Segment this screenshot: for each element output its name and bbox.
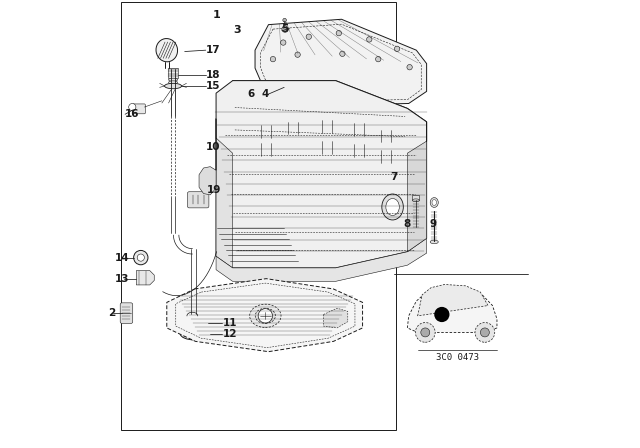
Text: 13: 13 bbox=[115, 274, 129, 284]
Text: 18: 18 bbox=[206, 70, 220, 80]
Ellipse shape bbox=[288, 119, 298, 125]
Ellipse shape bbox=[381, 160, 391, 165]
Bar bbox=[168, 68, 179, 78]
Text: 9: 9 bbox=[429, 219, 436, 228]
Circle shape bbox=[258, 309, 273, 323]
Polygon shape bbox=[216, 81, 427, 159]
Ellipse shape bbox=[386, 198, 399, 215]
Ellipse shape bbox=[322, 117, 332, 123]
Ellipse shape bbox=[189, 321, 202, 326]
Ellipse shape bbox=[381, 127, 391, 133]
Text: 8: 8 bbox=[403, 219, 410, 228]
Ellipse shape bbox=[355, 142, 364, 147]
Circle shape bbox=[283, 18, 287, 22]
Polygon shape bbox=[222, 86, 419, 155]
Ellipse shape bbox=[261, 135, 271, 141]
Ellipse shape bbox=[255, 308, 275, 323]
Circle shape bbox=[394, 46, 400, 52]
Ellipse shape bbox=[180, 327, 211, 340]
Circle shape bbox=[295, 52, 300, 57]
Ellipse shape bbox=[183, 319, 208, 328]
Ellipse shape bbox=[164, 83, 182, 89]
Circle shape bbox=[306, 34, 312, 39]
Text: 17: 17 bbox=[206, 45, 220, 55]
Bar bbox=[412, 195, 419, 200]
Ellipse shape bbox=[381, 147, 391, 153]
Polygon shape bbox=[216, 238, 427, 281]
Circle shape bbox=[282, 26, 288, 32]
Ellipse shape bbox=[288, 132, 298, 137]
Ellipse shape bbox=[186, 330, 204, 337]
Ellipse shape bbox=[261, 141, 271, 146]
Text: 19: 19 bbox=[207, 185, 221, 195]
Polygon shape bbox=[136, 271, 154, 285]
Polygon shape bbox=[324, 308, 348, 328]
Ellipse shape bbox=[322, 138, 332, 144]
Text: 6: 6 bbox=[248, 89, 255, 99]
Ellipse shape bbox=[168, 78, 177, 82]
Ellipse shape bbox=[250, 304, 281, 327]
Ellipse shape bbox=[261, 123, 271, 128]
Text: 11: 11 bbox=[222, 319, 237, 328]
Circle shape bbox=[481, 328, 490, 337]
Circle shape bbox=[376, 56, 381, 62]
Ellipse shape bbox=[355, 154, 364, 159]
Polygon shape bbox=[199, 138, 216, 195]
Circle shape bbox=[407, 65, 412, 70]
Circle shape bbox=[270, 56, 276, 62]
Circle shape bbox=[435, 307, 449, 322]
Polygon shape bbox=[418, 284, 488, 316]
Circle shape bbox=[421, 328, 430, 337]
Polygon shape bbox=[407, 122, 427, 252]
Circle shape bbox=[475, 323, 495, 342]
Text: 16: 16 bbox=[125, 109, 140, 119]
Text: 3: 3 bbox=[234, 25, 241, 35]
Text: 2: 2 bbox=[109, 308, 116, 318]
Ellipse shape bbox=[412, 199, 419, 202]
Polygon shape bbox=[407, 288, 497, 332]
Polygon shape bbox=[216, 81, 427, 268]
Polygon shape bbox=[216, 119, 233, 268]
Circle shape bbox=[134, 250, 148, 265]
Polygon shape bbox=[255, 19, 427, 105]
Polygon shape bbox=[167, 279, 362, 352]
Text: 15: 15 bbox=[206, 81, 220, 91]
Text: 14: 14 bbox=[115, 253, 129, 263]
Circle shape bbox=[415, 323, 435, 342]
Circle shape bbox=[129, 103, 136, 111]
Ellipse shape bbox=[322, 130, 332, 135]
FancyBboxPatch shape bbox=[132, 104, 145, 114]
Ellipse shape bbox=[382, 194, 403, 220]
Ellipse shape bbox=[430, 198, 438, 207]
Circle shape bbox=[367, 37, 372, 42]
Circle shape bbox=[340, 51, 345, 56]
Ellipse shape bbox=[355, 121, 364, 126]
Ellipse shape bbox=[381, 140, 391, 145]
Ellipse shape bbox=[432, 200, 436, 205]
Ellipse shape bbox=[430, 240, 438, 244]
Text: 10: 10 bbox=[206, 142, 220, 152]
Ellipse shape bbox=[322, 151, 332, 156]
Ellipse shape bbox=[355, 133, 364, 138]
Circle shape bbox=[336, 30, 342, 36]
Text: 7: 7 bbox=[390, 172, 398, 182]
Ellipse shape bbox=[168, 81, 177, 84]
Circle shape bbox=[280, 40, 286, 45]
Ellipse shape bbox=[261, 153, 271, 159]
Text: 5: 5 bbox=[282, 24, 289, 34]
FancyBboxPatch shape bbox=[188, 192, 209, 208]
Bar bbox=[121, 2, 396, 430]
Text: 3C0 0473: 3C0 0473 bbox=[436, 353, 479, 362]
Text: 4: 4 bbox=[262, 89, 269, 99]
Text: 12: 12 bbox=[222, 329, 237, 339]
Text: 1: 1 bbox=[213, 10, 221, 20]
Circle shape bbox=[137, 254, 145, 261]
FancyBboxPatch shape bbox=[120, 303, 132, 323]
Ellipse shape bbox=[156, 39, 177, 62]
